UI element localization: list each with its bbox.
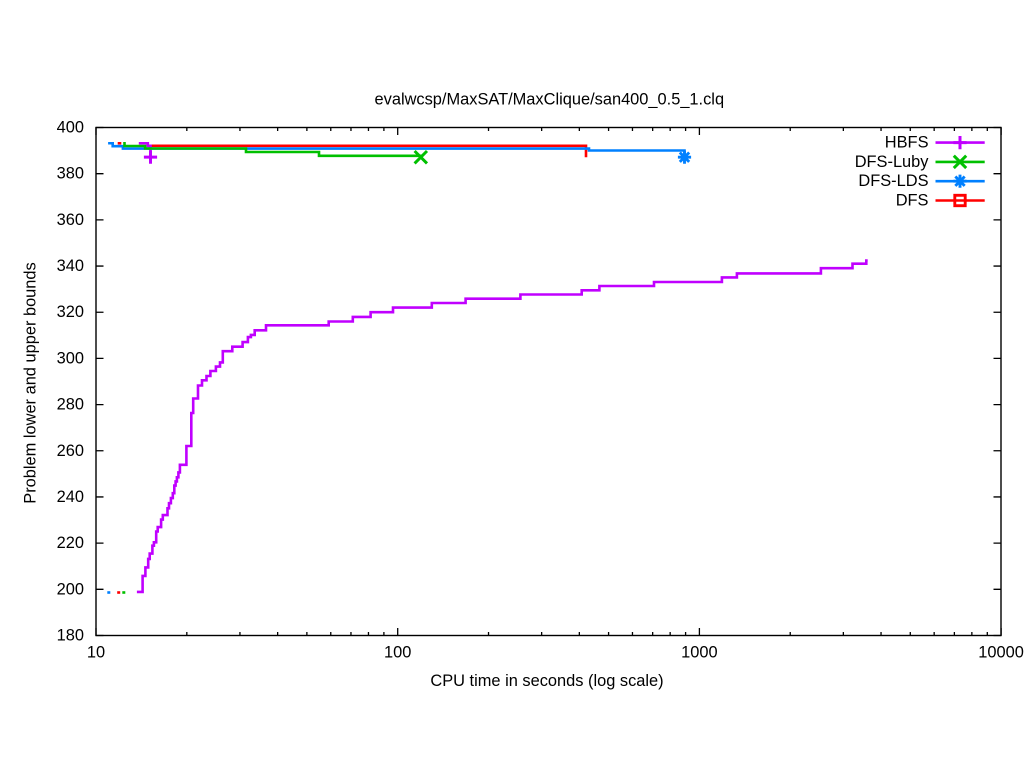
- svg-text:DFS-LDS: DFS-LDS: [858, 172, 928, 190]
- svg-text:380: 380: [57, 165, 84, 183]
- svg-text:200: 200: [57, 580, 84, 598]
- svg-text:100: 100: [384, 643, 411, 661]
- svg-text:400: 400: [57, 119, 84, 137]
- svg-text:220: 220: [57, 534, 84, 552]
- svg-text:260: 260: [57, 442, 84, 460]
- svg-text:360: 360: [57, 211, 84, 229]
- svg-text:320: 320: [57, 303, 84, 321]
- svg-text:DFS: DFS: [896, 192, 929, 210]
- svg-text:10: 10: [87, 643, 105, 661]
- svg-text:240: 240: [57, 488, 84, 506]
- svg-text:1000: 1000: [681, 643, 717, 661]
- svg-text:180: 180: [57, 627, 84, 645]
- svg-text:CPU time in seconds (log scale: CPU time in seconds (log scale): [430, 672, 663, 690]
- svg-text:evalwcsp/MaxSAT/MaxClique/san4: evalwcsp/MaxSAT/MaxClique/san400_0.5_1.c…: [375, 91, 725, 109]
- svg-text:Problem lower and upper bounds: Problem lower and upper bounds: [22, 262, 40, 503]
- svg-text:HBFS: HBFS: [885, 134, 929, 152]
- svg-text:340: 340: [57, 257, 84, 275]
- svg-text:DFS-Luby: DFS-Luby: [855, 153, 930, 171]
- svg-text:280: 280: [57, 396, 84, 414]
- svg-text:300: 300: [57, 349, 84, 367]
- svg-text:10000: 10000: [978, 643, 1024, 661]
